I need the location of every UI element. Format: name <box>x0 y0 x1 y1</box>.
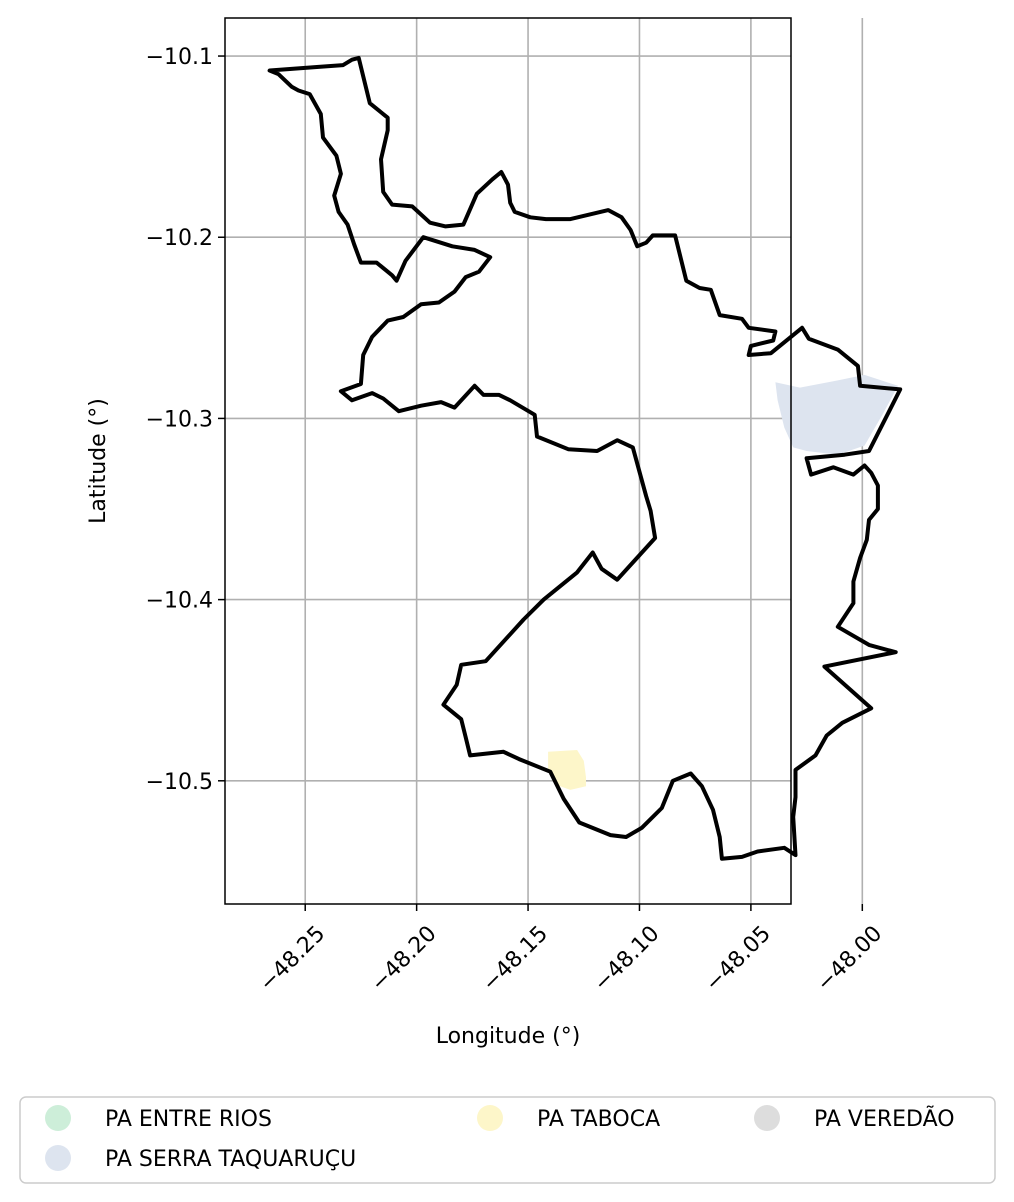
legend-marker <box>477 1105 503 1131</box>
legend-label: PA VEREDÃO <box>814 1105 955 1132</box>
y-tick-label: −10.2 <box>146 226 213 251</box>
x-axis-label: Longitude (°) <box>436 1024 581 1049</box>
legend-marker <box>45 1145 71 1171</box>
legend-box <box>19 1096 996 1184</box>
y-tick-label: −10.4 <box>146 589 213 614</box>
legend-label: PA SERRA TAQUARUÇU <box>105 1147 356 1172</box>
legend-marker <box>754 1105 780 1131</box>
settlement-areas <box>548 374 898 790</box>
area-pa-taboca <box>548 750 586 790</box>
y-axis-ticks: −10.1 −10.2 −10.3 −10.4 −10.5 <box>146 45 225 795</box>
area-pa-serra-taquaru-u <box>775 374 898 455</box>
municipality-boundary <box>267 55 903 861</box>
y-tick-label: −10.1 <box>146 45 213 70</box>
y-tick-label: −10.3 <box>146 407 213 432</box>
plot-frame <box>224 17 792 905</box>
legend-label: PA TABOCA <box>537 1107 660 1132</box>
legend: PA ENTRE RIOS PA SERRA TAQUARUÇU PA TABOCA… <box>19 1096 996 1184</box>
y-axis-label: Latitude (°) <box>86 398 111 524</box>
legend-items: PA ENTRE RIOS PA SERRA TAQUARUÇU PA TABOCA… <box>45 1105 955 1172</box>
legend-marker <box>45 1105 71 1131</box>
legend-label: PA ENTRE RIOS <box>105 1107 272 1132</box>
y-tick-label: −10.5 <box>146 770 213 795</box>
